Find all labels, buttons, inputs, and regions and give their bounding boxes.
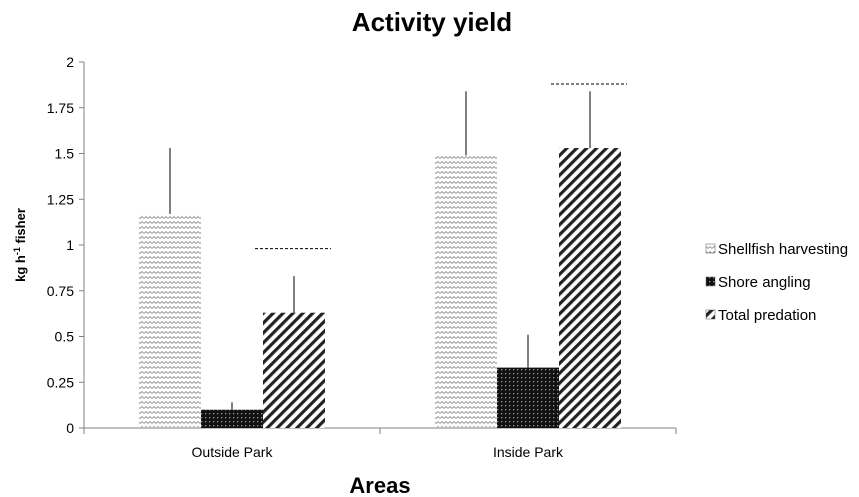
bar-zigzag-1 <box>435 155 497 428</box>
legend-label: Total predation <box>718 307 816 324</box>
y-tick-label: 0 <box>66 420 74 436</box>
y-tick-label: 1 <box>66 237 74 253</box>
x-axis <box>83 427 677 434</box>
legend-swatch-dots <box>705 276 716 287</box>
category-labels: Outside Park Inside Park <box>192 444 564 460</box>
legend-swatch-diagonal <box>705 309 716 320</box>
category-label: Inside Park <box>493 444 564 460</box>
y-tick-label: 1.25 <box>47 191 74 207</box>
legend-label: Shore angling <box>718 274 811 291</box>
bars <box>139 148 621 428</box>
y-tick-label: 1.75 <box>47 100 74 116</box>
y-axis-label: kg h-1 fisher <box>12 208 28 282</box>
y-tick-label: 0.25 <box>47 374 74 390</box>
y-axis-label-tail: fisher <box>13 208 28 247</box>
x-axis-label: Areas <box>349 473 410 497</box>
y-tick-label: 1.5 <box>55 146 75 162</box>
y-tick-label: 0.75 <box>47 283 74 299</box>
y-tick-label: 2 <box>66 54 74 70</box>
bar-diagonal-0 <box>263 312 325 428</box>
y-axis-label-main: kg h <box>13 255 28 282</box>
error-bars <box>169 91 591 410</box>
bar-zigzag-0 <box>139 213 201 428</box>
y-axis-label-sup: -1 <box>12 247 22 255</box>
legend-label: Shellfish harvesting <box>718 241 848 258</box>
reference-lines <box>255 83 627 250</box>
bar-dots-0 <box>201 409 263 428</box>
y-axis: 0 0.25 0.5 0.75 1 1.25 1.5 1.75 2 <box>47 54 85 436</box>
chart-title: Activity yield <box>352 7 512 37</box>
category-label: Outside Park <box>192 444 274 460</box>
bar-dots-1 <box>497 367 559 428</box>
y-tick-label: 0.5 <box>55 329 75 345</box>
legend: Shellfish harvesting Shore angling Total p… <box>705 241 848 324</box>
legend-swatch-zigzag <box>705 243 716 254</box>
bar-diagonal-1 <box>559 148 621 428</box>
